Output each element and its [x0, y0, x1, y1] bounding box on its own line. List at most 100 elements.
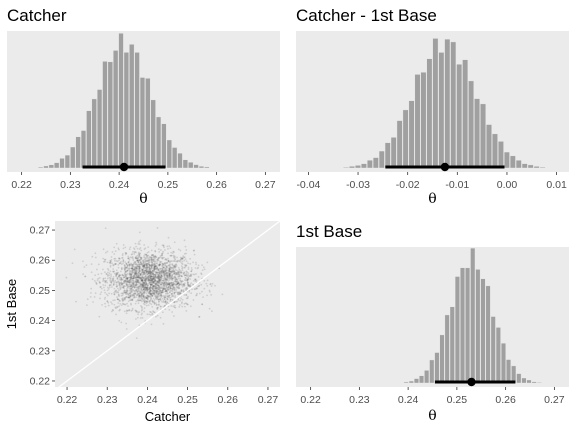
scatter-point [183, 302, 186, 305]
scatter-point [162, 287, 164, 290]
scatter-point [151, 271, 154, 274]
scatter-point [186, 278, 189, 281]
scatter-point [165, 289, 168, 292]
scatter-point [139, 270, 141, 272]
scatter-point [134, 268, 136, 271]
scatter-point [107, 269, 110, 271]
scatter-point [144, 247, 147, 250]
scatter-point [155, 282, 158, 285]
scatter-point [198, 285, 200, 287]
scatter-point [126, 277, 129, 280]
scatter-point [181, 263, 184, 266]
scatter-point [145, 283, 148, 286]
scatter-point [169, 266, 172, 269]
scatter-point [146, 289, 149, 292]
scatter-point [150, 303, 153, 306]
scatter-point [126, 281, 129, 284]
scatter-point [146, 295, 149, 297]
histogram-bar [86, 110, 92, 169]
scatter-point [145, 254, 147, 256]
scatter-point [110, 282, 113, 284]
scatter-point [114, 263, 117, 265]
scatter-point [126, 280, 129, 283]
scatter-point [133, 271, 136, 274]
scatter-point [98, 315, 101, 318]
scatter-point [124, 274, 127, 277]
scatter-point [140, 296, 142, 298]
scatter-point [130, 264, 133, 267]
scatter-point [122, 276, 125, 279]
scatter-point [157, 284, 159, 287]
scatter-point [154, 254, 157, 257]
scatter-point [172, 260, 174, 263]
scatter-point [118, 248, 120, 251]
scatter-point [141, 264, 144, 267]
scatter-point [131, 267, 134, 270]
scatter-point [182, 283, 185, 286]
scatter-point [162, 271, 165, 273]
scatter-point [127, 280, 129, 283]
histogram-bar [498, 141, 504, 169]
scatter-point [143, 307, 146, 310]
scatter-point [158, 287, 161, 290]
scatter-point [149, 292, 151, 295]
scatter-point [142, 260, 144, 262]
scatter-point [146, 298, 149, 300]
scatter-point [139, 299, 142, 302]
scatter-point [137, 257, 140, 260]
scatter-point [150, 270, 153, 273]
scatter-point [165, 269, 168, 271]
scatter-point [131, 282, 134, 285]
scatter-point [132, 294, 135, 297]
scatter-point [187, 284, 190, 287]
scatter-point [154, 279, 156, 282]
scatter-point [148, 287, 151, 290]
scatter-point [169, 263, 172, 266]
scatter-point [151, 292, 154, 295]
scatter-point [178, 287, 181, 289]
scatter-point [181, 267, 184, 270]
scatter-point [118, 299, 121, 302]
scatter-point [148, 272, 150, 275]
scatter-point [157, 258, 159, 261]
scatter-point [143, 301, 146, 303]
scatter-point [160, 305, 162, 308]
histogram-bar [414, 74, 421, 169]
scatter-point [118, 283, 121, 286]
scatter-point [160, 256, 163, 259]
scatter-point [130, 303, 132, 306]
x-tick-label: -0.01 [445, 179, 469, 191]
scatter-point [154, 267, 157, 270]
scatter-point [156, 292, 158, 295]
scatter-point [151, 279, 153, 282]
scatter-point [144, 272, 147, 275]
scatter-point [137, 313, 140, 316]
histogram-bar [372, 157, 379, 169]
scatter-point [125, 285, 128, 287]
scatter-point [148, 287, 151, 290]
scatter-point [155, 287, 158, 290]
scatter-point [177, 275, 179, 278]
scatter-point [161, 257, 164, 260]
scatter-point [159, 297, 162, 300]
scatter-point [140, 288, 143, 291]
scatter-point [160, 270, 163, 272]
scatter-point [155, 273, 158, 275]
scatter-point [137, 261, 140, 263]
scatter-point [146, 271, 149, 274]
scatter-point [168, 274, 171, 277]
scatter-point [169, 271, 172, 273]
scatter-point [186, 279, 189, 281]
scatter-point [154, 283, 157, 286]
scatter-point [150, 260, 153, 263]
scatter-point [116, 291, 119, 293]
scatter-point [177, 266, 180, 269]
scatter-point [163, 281, 165, 284]
scatter-point [140, 300, 143, 303]
scatter-point [169, 298, 172, 301]
scatter-point [174, 300, 177, 303]
scatter-point [136, 286, 138, 289]
scatter-point [153, 289, 156, 292]
scatter-point [151, 269, 154, 272]
scatter-point [162, 245, 165, 247]
